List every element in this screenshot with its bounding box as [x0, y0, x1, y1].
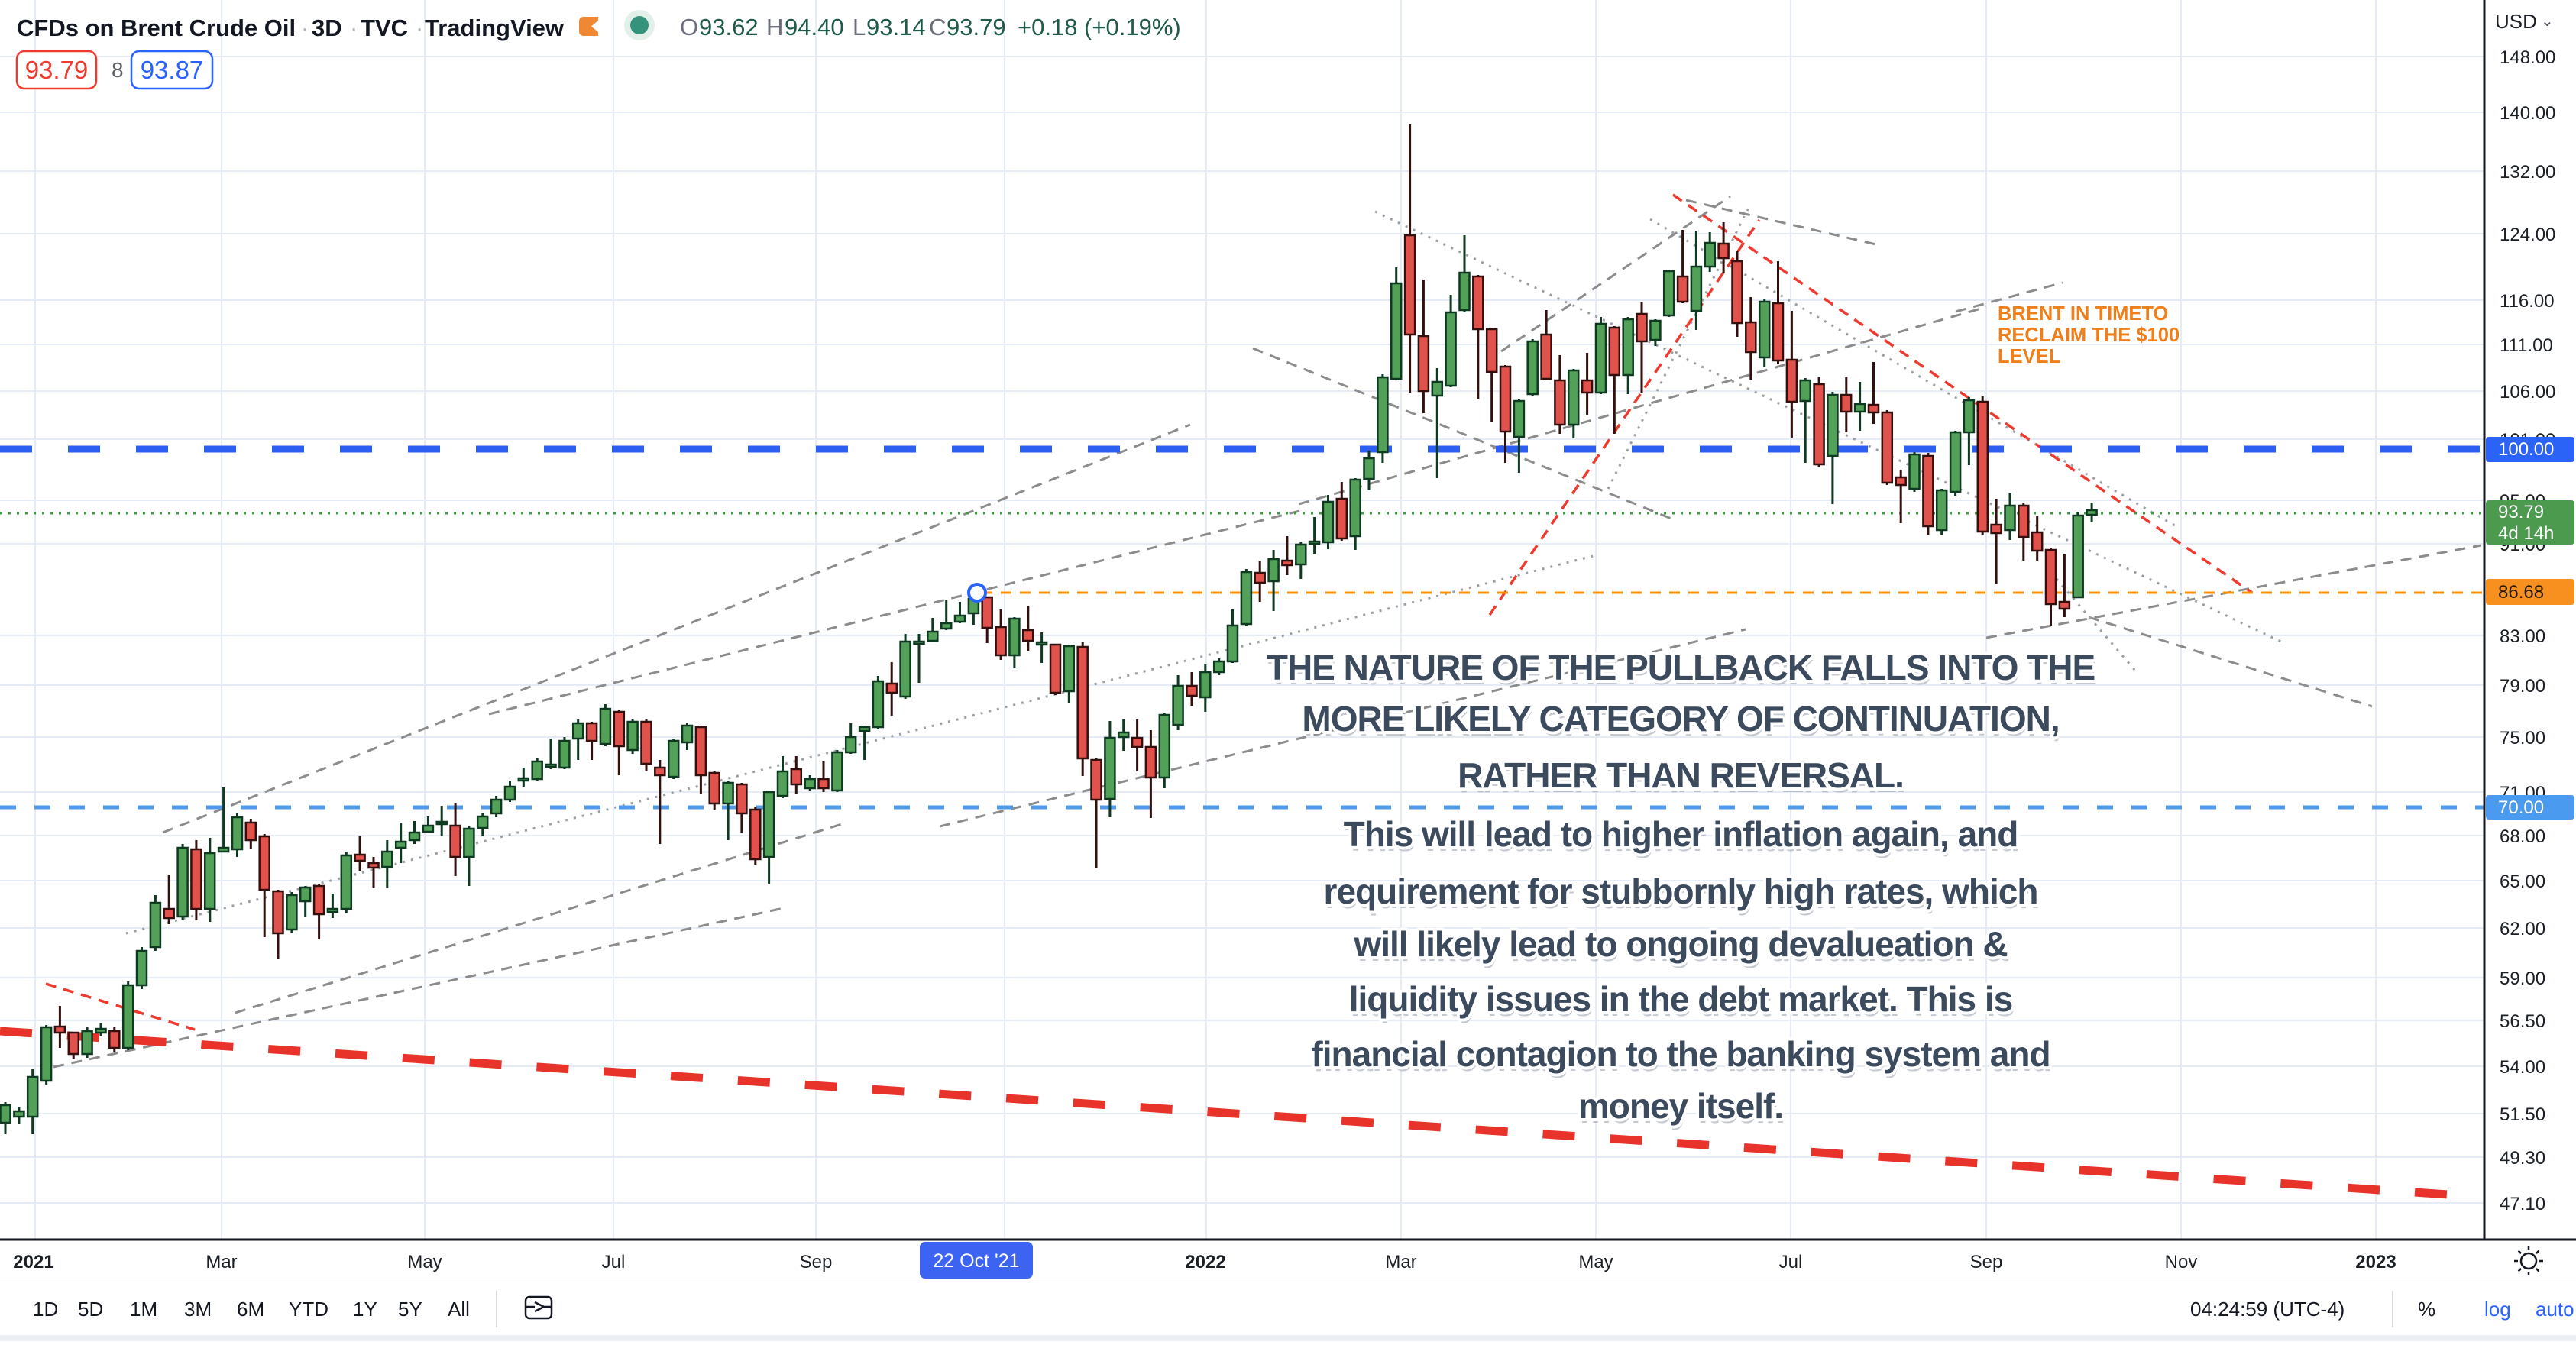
svg-text:75.00: 75.00 [2500, 728, 2545, 748]
svg-text:money itself.: money itself. [1580, 1091, 1785, 1130]
svg-text:2023: 2023 [2355, 1252, 2396, 1272]
svg-text:May: May [407, 1252, 442, 1272]
svg-text:liquidity issues in the debt m: liquidity issues in the debt market. Thi… [1351, 984, 2015, 1023]
svg-text:O: O [680, 14, 698, 40]
svg-text:79.00: 79.00 [2500, 676, 2545, 697]
svg-text:116.00: 116.00 [2500, 291, 2555, 312]
svg-text:RECLAIM THE $100: RECLAIM THE $100 [1998, 325, 2180, 346]
svg-text:YTD: YTD [289, 1298, 328, 1321]
svg-text:49.30: 49.30 [2500, 1148, 2545, 1169]
svg-text:93.87: 93.87 [141, 56, 204, 84]
svg-text:CFDs on Brent Crude Oil: CFDs on Brent Crude Oil [17, 15, 296, 41]
svg-text:94.40: 94.40 [785, 14, 844, 40]
svg-text:Nov: Nov [2165, 1252, 2198, 1272]
svg-text:Sep: Sep [1970, 1252, 2003, 1272]
svg-text:1D: 1D [33, 1298, 58, 1321]
svg-text:+0.18 (+0.19%): +0.18 (+0.19%) [1018, 14, 1181, 40]
svg-text:62.00: 62.00 [2500, 919, 2545, 939]
svg-text:2022: 2022 [1185, 1252, 1225, 1272]
svg-text:93.79: 93.79 [947, 14, 1006, 40]
svg-text:USD: USD [2495, 10, 2537, 33]
svg-text:5Y: 5Y [398, 1298, 422, 1321]
svg-text:requirement for stubbornly hig: requirement for stubbornly high rates, w… [1324, 871, 2038, 911]
svg-text:%: % [2418, 1298, 2435, 1321]
svg-text:RATHER THAN REVERSAL.: RATHER THAN REVERSAL. [1459, 760, 1905, 800]
svg-text:financial contagion to the ban: financial contagion to the banking syste… [1312, 1039, 2051, 1078]
svg-text:requirement for stubbornly hig: requirement for stubbornly high rates, w… [1325, 876, 2040, 916]
svg-text:financial contagion to the ban: financial contagion to the banking syste… [1311, 1034, 2050, 1074]
svg-text:70.00: 70.00 [2498, 797, 2544, 818]
svg-text:will likely lead to ongoing de: will likely lead to ongoing devalueation… [1353, 924, 2007, 964]
svg-text:THE NATURE OF THE PULLBACK FAL: THE NATURE OF THE PULLBACK FALLS INTO TH… [1268, 652, 2096, 692]
svg-text:TradingView: TradingView [425, 15, 565, 41]
svg-text:·: · [416, 15, 423, 41]
svg-text:·: · [301, 15, 309, 41]
svg-text:54.00: 54.00 [2500, 1057, 2545, 1078]
svg-text:100.00: 100.00 [2498, 439, 2554, 460]
svg-text:68.00: 68.00 [2500, 826, 2545, 847]
svg-text:04:24:59 (UTC-4): 04:24:59 (UTC-4) [2190, 1298, 2345, 1321]
svg-text:BRENT IN TIMETO: BRENT IN TIMETO [1998, 303, 2168, 325]
svg-text:auto: auto [2536, 1298, 2574, 1321]
svg-text:83.00: 83.00 [2500, 626, 2545, 647]
svg-text:106.00: 106.00 [2500, 382, 2555, 403]
svg-text:65.00: 65.00 [2500, 871, 2545, 892]
svg-text:59.00: 59.00 [2500, 968, 2545, 989]
svg-text:This will lead to higher infla: This will lead to higher inflation again… [1345, 819, 2020, 858]
svg-text:H: H [766, 14, 783, 40]
svg-text:money itself.: money itself. [1578, 1086, 1783, 1126]
svg-text:8: 8 [112, 58, 124, 82]
svg-text:MORE LIKELY CATEGORY OF CONTIN: MORE LIKELY CATEGORY OF CONTINUATION, [1302, 699, 2059, 739]
svg-text:C: C [929, 14, 946, 40]
svg-text:93.14: 93.14 [866, 14, 926, 40]
svg-text:LEVEL: LEVEL [1998, 346, 2060, 367]
svg-text:132.00: 132.00 [2500, 162, 2555, 183]
svg-text:3D: 3D [312, 15, 342, 41]
svg-text:148.00: 148.00 [2500, 47, 2555, 68]
svg-text:6M: 6M [237, 1298, 264, 1321]
svg-text:Sep: Sep [800, 1252, 833, 1272]
svg-text:56.50: 56.50 [2500, 1011, 2545, 1032]
svg-text:3M: 3M [184, 1298, 212, 1321]
svg-text:86.68: 86.68 [2498, 582, 2544, 603]
svg-text:93.79: 93.79 [2498, 502, 2544, 522]
svg-text:THE NATURE OF THE PULLBACK FAL: THE NATURE OF THE PULLBACK FALLS INTO TH… [1267, 648, 2095, 687]
svg-text:4d 14h: 4d 14h [2498, 523, 2554, 544]
svg-text:RATHER THAN REVERSAL.: RATHER THAN REVERSAL. [1458, 755, 1904, 795]
svg-text:This will lead to higher infla: This will lead to higher inflation again… [1344, 814, 2018, 854]
svg-text:MORE LIKELY CATEGORY OF CONTIN: MORE LIKELY CATEGORY OF CONTINUATION, [1303, 703, 2060, 743]
svg-text:22 Oct '21: 22 Oct '21 [933, 1250, 1019, 1272]
svg-text:May: May [1578, 1252, 1613, 1272]
svg-text:124.00: 124.00 [2500, 225, 2555, 245]
svg-text:140.00: 140.00 [2500, 103, 2555, 124]
svg-text:log: log [2484, 1298, 2511, 1321]
svg-text:Jul: Jul [1779, 1252, 1803, 1272]
svg-text:93.79: 93.79 [25, 56, 89, 84]
svg-text:Mar: Mar [1385, 1252, 1416, 1272]
svg-text:1Y: 1Y [353, 1298, 377, 1321]
svg-text:Jul: Jul [602, 1252, 626, 1272]
svg-text:All: All [448, 1298, 470, 1321]
svg-text:·: · [350, 15, 358, 41]
svg-text:Mar: Mar [205, 1252, 237, 1272]
svg-text:93.62: 93.62 [699, 14, 759, 40]
svg-text:will likely lead to ongoing de: will likely lead to ongoing devalueation… [1354, 929, 2008, 968]
svg-text:L: L [853, 14, 866, 40]
svg-text:51.50: 51.50 [2500, 1104, 2545, 1125]
svg-text:111.00: 111.00 [2500, 335, 2553, 356]
svg-text:liquidity issues in the debt m: liquidity issues in the debt market. Thi… [1349, 979, 2013, 1019]
svg-text:1M: 1M [130, 1298, 157, 1321]
svg-text:2021: 2021 [13, 1252, 53, 1272]
svg-text:TVC: TVC [361, 15, 408, 41]
svg-text:5D: 5D [78, 1298, 103, 1321]
svg-text:47.10: 47.10 [2500, 1194, 2545, 1214]
svg-text:⌄: ⌄ [2541, 13, 2554, 30]
